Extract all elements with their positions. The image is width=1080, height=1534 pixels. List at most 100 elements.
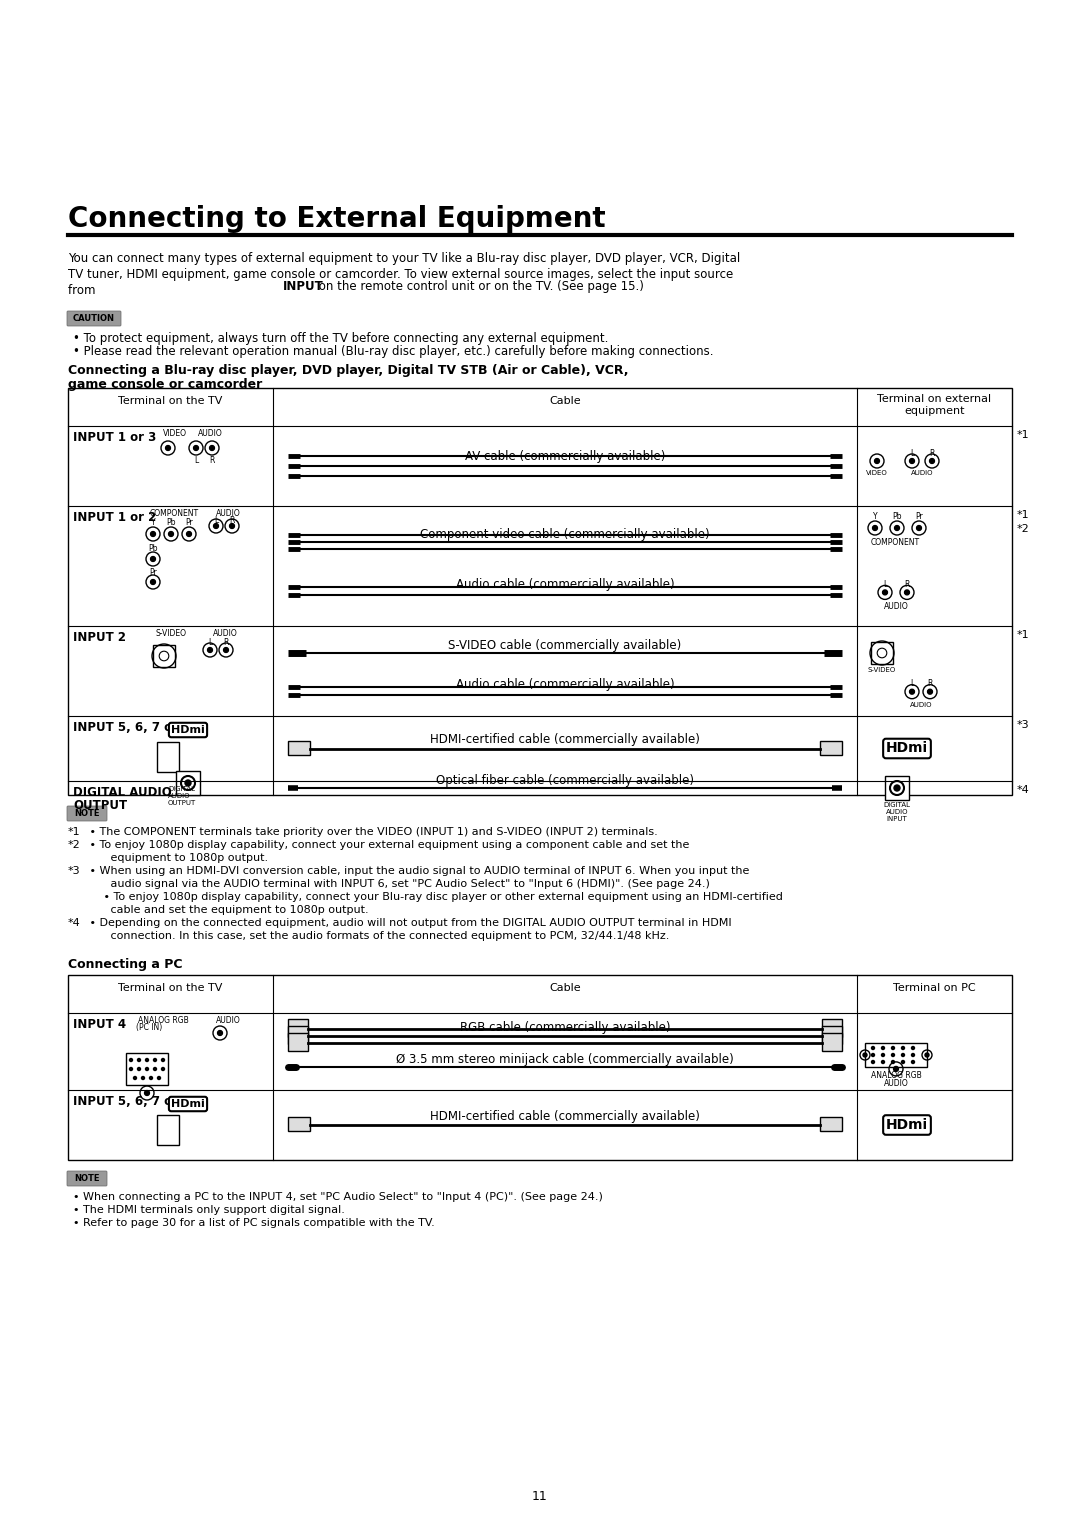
Text: R: R: [224, 638, 229, 647]
Circle shape: [863, 1052, 867, 1057]
Circle shape: [150, 532, 156, 537]
Text: • When connecting a PC to the INPUT 4, set "PC Audio Select" to "Input 4 (PC)". : • When connecting a PC to the INPUT 4, s…: [73, 1192, 603, 1203]
Bar: [820, 1117, 842, 1131]
Text: R: R: [929, 449, 934, 459]
Text: • Please read the relevant operation manual (Blu-ray disc player, etc.) carefull: • Please read the relevant operation man…: [73, 345, 714, 357]
Circle shape: [902, 1046, 905, 1049]
Text: AUDIO: AUDIO: [883, 603, 908, 612]
Text: Component video cable (commercially available): Component video cable (commercially avai…: [420, 528, 710, 542]
Bar: [288, 741, 310, 755]
Bar: [157, 741, 179, 772]
Text: INPUT 5, 6, 7 or 8: INPUT 5, 6, 7 or 8: [73, 721, 190, 733]
Text: ANALOG RGB: ANALOG RGB: [138, 1016, 189, 1025]
Circle shape: [875, 459, 879, 463]
Circle shape: [185, 779, 191, 785]
Text: HDmi: HDmi: [886, 741, 928, 756]
Circle shape: [881, 1054, 885, 1057]
Circle shape: [928, 689, 932, 695]
Circle shape: [158, 1077, 161, 1080]
Text: *3: *3: [1017, 719, 1029, 730]
Circle shape: [891, 1046, 894, 1049]
Text: audio signal via the AUDIO terminal with INPUT 6, set "PC Audio Select" to "Inpu: audio signal via the AUDIO terminal with…: [86, 879, 710, 890]
Circle shape: [902, 1060, 905, 1063]
Text: cable and set the equipment to 1080p output.: cable and set the equipment to 1080p out…: [86, 905, 368, 914]
Text: AUDIO: AUDIO: [216, 1016, 241, 1025]
Text: Ø 3.5 mm stereo minijack cable (commercially available): Ø 3.5 mm stereo minijack cable (commerci…: [396, 1052, 734, 1066]
Text: Pb: Pb: [148, 545, 158, 552]
FancyBboxPatch shape: [67, 311, 121, 327]
Circle shape: [872, 1046, 875, 1049]
Text: AUDIO: AUDIO: [198, 430, 222, 439]
Circle shape: [924, 1052, 929, 1057]
Text: *3: *3: [68, 867, 81, 876]
Text: • Refer to page 30 for a list of PC signals compatible with the TV.: • Refer to page 30 for a list of PC sign…: [73, 1218, 435, 1229]
Text: L: L: [207, 638, 212, 647]
Text: • The HDMI terminals only support digital signal.: • The HDMI terminals only support digita…: [73, 1206, 345, 1215]
Circle shape: [153, 1058, 157, 1062]
Circle shape: [893, 1066, 899, 1071]
Bar: [153, 646, 175, 667]
Text: RGB cable (commercially available): RGB cable (commercially available): [460, 1022, 671, 1034]
Circle shape: [873, 526, 877, 531]
Text: INPUT 4: INPUT 4: [73, 1019, 126, 1031]
Circle shape: [214, 523, 218, 528]
Text: equipment to 1080p output.: equipment to 1080p output.: [86, 853, 268, 864]
Circle shape: [881, 1046, 885, 1049]
Text: INPUT 1 or 3: INPUT 1 or 3: [73, 431, 157, 443]
Text: • Depending on the connected equipment, audio will not output from the DIGITAL A: • Depending on the connected equipment, …: [86, 917, 731, 928]
Text: COMPONENT: COMPONENT: [870, 538, 919, 548]
Text: on the remote control unit or on the TV. (See page 15.): on the remote control unit or on the TV.…: [315, 281, 644, 293]
Bar: [288, 1032, 308, 1051]
Text: CAUTION: CAUTION: [73, 314, 114, 324]
Bar: [288, 1117, 310, 1131]
Circle shape: [894, 526, 900, 531]
Text: INPUT 2: INPUT 2: [73, 630, 126, 644]
Circle shape: [137, 1058, 140, 1062]
Text: L: L: [909, 678, 914, 687]
Text: *4: *4: [68, 917, 81, 928]
Circle shape: [130, 1058, 133, 1062]
Circle shape: [872, 1054, 875, 1057]
Circle shape: [872, 1060, 875, 1063]
Circle shape: [930, 459, 934, 463]
Text: INPUT 5, 6, 7 or 8: INPUT 5, 6, 7 or 8: [73, 1095, 190, 1108]
Circle shape: [905, 591, 909, 595]
Text: VIDEO: VIDEO: [866, 469, 888, 476]
Text: S-VIDEO: S-VIDEO: [868, 667, 896, 673]
Circle shape: [146, 1058, 149, 1062]
Text: NOTE: NOTE: [75, 808, 99, 818]
Text: DIGITAL AUDIO: DIGITAL AUDIO: [73, 785, 172, 799]
Circle shape: [891, 1054, 894, 1057]
Text: 11: 11: [532, 1490, 548, 1503]
Text: *1: *1: [1017, 630, 1029, 640]
Text: *1: *1: [1017, 430, 1029, 440]
Text: (PC IN): (PC IN): [136, 1023, 162, 1032]
Text: DIGITAL: DIGITAL: [168, 785, 195, 792]
Circle shape: [162, 1068, 164, 1071]
Circle shape: [912, 1054, 915, 1057]
Circle shape: [137, 1068, 140, 1071]
Circle shape: [909, 459, 915, 463]
Text: INPUT 1 or 2: INPUT 1 or 2: [73, 511, 157, 525]
Text: INPUT: INPUT: [283, 281, 324, 293]
Circle shape: [187, 532, 191, 537]
Text: L: L: [882, 580, 887, 589]
Text: S-VIDEO: S-VIDEO: [156, 629, 187, 638]
Text: Terminal on external
equipment: Terminal on external equipment: [877, 394, 991, 416]
Text: AUDIO: AUDIO: [909, 701, 932, 707]
Circle shape: [165, 445, 171, 451]
Circle shape: [168, 532, 174, 537]
Circle shape: [894, 785, 900, 792]
Circle shape: [891, 1060, 894, 1063]
Text: Pr: Pr: [185, 518, 193, 528]
Bar: [885, 776, 909, 801]
Bar: [288, 1019, 308, 1037]
Text: R: R: [928, 678, 933, 687]
Text: Y: Y: [151, 518, 156, 528]
Circle shape: [153, 1068, 157, 1071]
Text: OUTPUT: OUTPUT: [168, 801, 197, 805]
Bar: [872, 643, 893, 664]
Bar: [822, 1032, 842, 1051]
Circle shape: [909, 689, 915, 695]
Circle shape: [912, 1046, 915, 1049]
